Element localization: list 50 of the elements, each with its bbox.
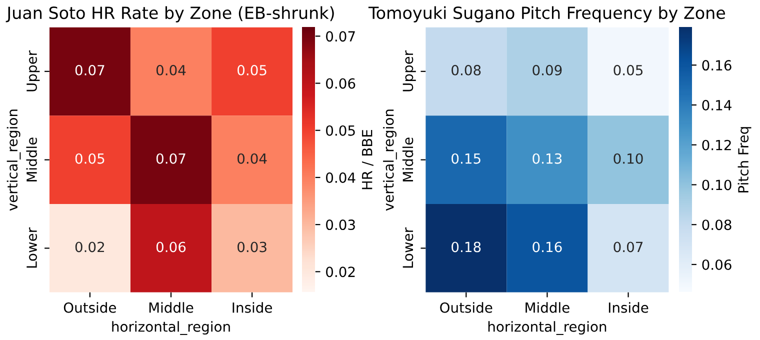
data-label: 0.08 [452,64,481,76]
data-label: 0.02 [75,242,104,252]
x-tick-label: Inside [608,302,648,313]
color-bar-title: Pitch Freq [738,127,752,192]
x-axis-title: horizontal_region [488,321,606,335]
color-bar-label: 0.07 [326,31,355,42]
x-tick-label: Inside [232,302,272,313]
y-tick-label: Upper [26,50,40,92]
data-label: 0.10 [614,153,643,164]
y-tick-label: Middle [26,138,37,182]
chart-title: Juan Soto HR Rate by Zone (EB-shrunk) [6,6,334,22]
y-axis-title: vertical_region [6,110,21,211]
data-label: 0.16 [532,242,562,252]
data-label: 0.04 [156,64,186,76]
data-label: 0.05 [238,64,266,76]
data-label: 0.07 [156,153,186,164]
y-tick-label: Upper [402,50,416,92]
color-bar-label: 0.12 [702,140,731,150]
chart-title: Tomoyuki Sugano Pitch Frequency by Zone [368,6,726,22]
data-label: 0.05 [75,153,104,164]
x-axis-title: horizontal_region [112,321,230,335]
color-bar-label: 0.16 [702,60,732,71]
x-tick-label: Middle [526,302,570,313]
color-bar-label: 0.06 [702,259,732,270]
color-bar-label: 0.02 [326,266,355,278]
y-tick-label: Lower [402,227,414,268]
data-label: 0.03 [238,242,266,252]
x-tick-label: Outside [440,302,492,313]
color-bar-label: 0.06 [326,78,356,89]
y-tick-label: Lower [26,227,37,268]
color-bar-label: 0.04 [326,172,356,183]
color-bar-label: 0.08 [702,220,732,230]
data-label: 0.07 [614,242,643,252]
y-tick-label: Middle [402,138,414,182]
color-bar-label: 0.03 [326,220,355,230]
data-label: 0.06 [156,242,186,252]
data-label: 0.04 [238,153,267,164]
x-tick-label: Outside [64,302,116,313]
y-axis-title: vertical_region [383,110,397,211]
data-label: 0.18 [452,242,481,252]
data-label: 0.15 [452,153,480,164]
color-bar-label: 0.14 [702,100,732,110]
data-label: 0.05 [614,64,643,76]
x-tick-label: Middle [149,302,194,313]
data-label: 0.13 [532,153,562,164]
color-bar-label: 0.05 [326,125,355,136]
data-label: 0.09 [532,64,562,76]
data-label: 0.07 [75,64,104,76]
color-bar-title: HR / BBE [362,130,374,190]
color-bar-label: 0.10 [702,180,732,190]
